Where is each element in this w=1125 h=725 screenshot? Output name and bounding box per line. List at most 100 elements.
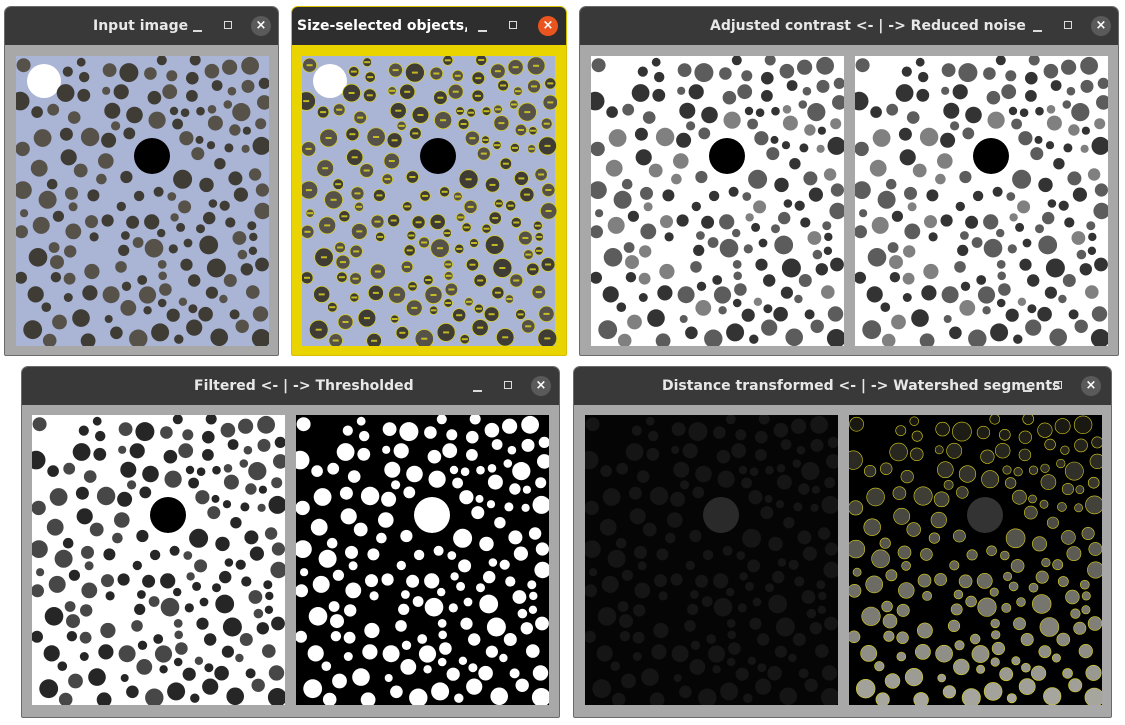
maximize-icon[interactable] bbox=[1047, 367, 1071, 405]
maximize-icon[interactable] bbox=[217, 7, 241, 45]
particle bbox=[1070, 608, 1081, 619]
particle bbox=[824, 232, 833, 242]
particle bbox=[671, 422, 686, 436]
particle bbox=[203, 211, 216, 225]
particle bbox=[761, 90, 773, 102]
window-filtered-thresholded[interactable]: Filtered <- | -> Thresholded × bbox=[21, 366, 560, 718]
particle bbox=[182, 667, 196, 681]
particle bbox=[619, 614, 633, 629]
particle bbox=[875, 692, 890, 705]
particle bbox=[228, 171, 243, 186]
particle bbox=[399, 422, 419, 442]
particle bbox=[1068, 309, 1079, 320]
minimize-icon[interactable] bbox=[465, 367, 489, 405]
particle bbox=[1022, 415, 1034, 425]
particle bbox=[32, 216, 50, 234]
particle bbox=[829, 202, 844, 220]
close-icon[interactable]: × bbox=[529, 367, 553, 405]
maximize-icon[interactable] bbox=[1057, 7, 1081, 45]
close-icon[interactable]: × bbox=[536, 7, 560, 45]
particle bbox=[1079, 263, 1092, 276]
titlebar[interactable]: Adjusted contrast <- | -> Reduced noise … bbox=[580, 7, 1118, 45]
particle bbox=[1032, 594, 1052, 614]
particle bbox=[728, 186, 739, 197]
particle bbox=[32, 450, 46, 470]
particle bbox=[101, 574, 114, 588]
particle bbox=[137, 590, 146, 599]
particle bbox=[166, 308, 180, 322]
window-contrast-noise[interactable]: Adjusted contrast <- | -> Reduced noise … bbox=[579, 6, 1119, 356]
particle bbox=[87, 189, 100, 202]
particle bbox=[977, 597, 997, 617]
particle bbox=[804, 309, 815, 320]
particle bbox=[605, 159, 623, 177]
particle bbox=[891, 210, 903, 222]
particle bbox=[608, 129, 627, 147]
particle bbox=[638, 272, 651, 285]
size-label bbox=[478, 59, 485, 61]
window-input-image[interactable]: Input image × bbox=[4, 6, 279, 356]
particle bbox=[732, 260, 742, 269]
size-label bbox=[499, 267, 506, 269]
particle bbox=[503, 459, 513, 468]
particle bbox=[212, 583, 221, 593]
minimize-icon[interactable] bbox=[1015, 367, 1039, 405]
titlebar[interactable]: Distance transformed <- | -> Watershed s… bbox=[574, 367, 1111, 405]
size-label bbox=[356, 230, 363, 233]
maximize-icon[interactable] bbox=[497, 367, 521, 405]
size-label bbox=[337, 246, 344, 249]
titlebar[interactable]: Size-selected objects,... × bbox=[292, 7, 566, 45]
particle bbox=[244, 530, 259, 545]
particle bbox=[811, 485, 820, 494]
particle bbox=[84, 561, 94, 571]
titlebar[interactable]: Filtered <- | -> Thresholded × bbox=[22, 367, 559, 405]
particle bbox=[976, 664, 986, 674]
particle bbox=[220, 422, 236, 438]
particle bbox=[741, 70, 753, 82]
size-label bbox=[528, 147, 535, 150]
size-label bbox=[411, 306, 418, 309]
maximize-icon[interactable] bbox=[502, 7, 526, 45]
particle bbox=[625, 443, 644, 461]
particle bbox=[499, 653, 508, 663]
particle bbox=[1008, 581, 1019, 592]
particle bbox=[76, 57, 86, 67]
particle bbox=[382, 645, 400, 663]
close-icon[interactable]: × bbox=[1079, 367, 1103, 405]
minimize-icon[interactable] bbox=[470, 7, 494, 45]
particle bbox=[344, 604, 357, 617]
particle bbox=[965, 595, 977, 608]
particle bbox=[786, 80, 798, 91]
particle bbox=[180, 258, 193, 271]
titlebar[interactable]: Input image × bbox=[5, 7, 278, 45]
particle bbox=[591, 141, 605, 157]
particle bbox=[1021, 662, 1031, 673]
particle bbox=[330, 614, 344, 629]
particle bbox=[194, 559, 208, 573]
particle bbox=[401, 590, 410, 599]
particle bbox=[199, 235, 219, 255]
particle bbox=[1000, 550, 1010, 561]
particle bbox=[943, 102, 960, 119]
window-size-selected[interactable]: Size-selected objects,... × bbox=[291, 6, 567, 356]
close-icon[interactable]: × bbox=[249, 7, 273, 45]
window-distance-watershed[interactable]: Distance transformed <- | -> Watershed s… bbox=[573, 366, 1112, 718]
particle bbox=[1094, 118, 1106, 130]
particle bbox=[223, 474, 239, 490]
particle bbox=[173, 587, 182, 597]
minimize-icon[interactable] bbox=[185, 7, 209, 45]
size-label bbox=[430, 309, 437, 312]
particle bbox=[521, 438, 535, 452]
size-label bbox=[394, 293, 401, 296]
particle bbox=[343, 652, 353, 661]
particle bbox=[448, 603, 458, 613]
particle bbox=[92, 416, 102, 426]
size-label bbox=[454, 74, 461, 77]
particle bbox=[1038, 235, 1058, 255]
particle bbox=[1061, 59, 1077, 75]
minimize-icon[interactable] bbox=[1025, 7, 1049, 45]
close-icon[interactable]: × bbox=[1089, 7, 1113, 45]
particle bbox=[487, 464, 497, 473]
particle bbox=[926, 189, 939, 202]
particle bbox=[241, 576, 252, 587]
